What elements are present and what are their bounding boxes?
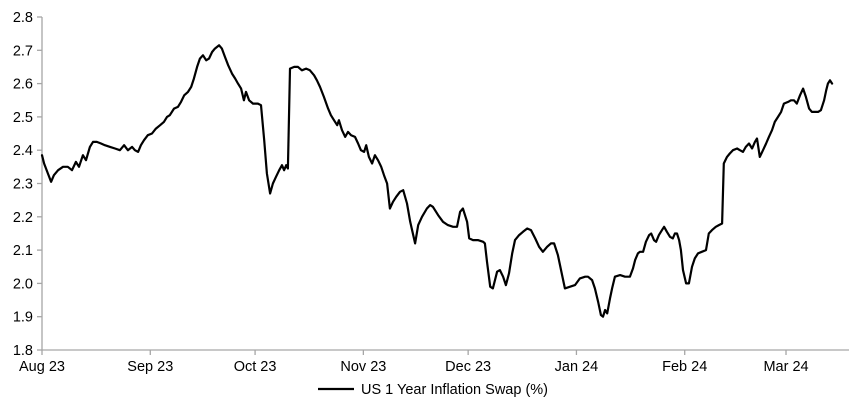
axes: 1.8 1.9 2.0 2.1 2.2 2.3 2.4 2.5 2.6 2.7 2.8 Aug 23 S… (13, 10, 849, 375)
y-tick-label: 1.8 (13, 343, 33, 359)
x-tick-label: Mar 24 (763, 359, 808, 375)
y-tick-label: 2.5 (13, 110, 33, 126)
y-tick-label: 2.3 (13, 177, 33, 193)
y-tick-label: 2.4 (13, 143, 33, 159)
y-tick-label: 2.7 (13, 43, 33, 59)
x-tick-label: Nov 23 (340, 359, 386, 375)
y-tick-label: 2.1 (13, 243, 33, 259)
x-tick-label: Jan 24 (555, 359, 599, 375)
series-line (40, 44, 834, 318)
x-tick-label: Aug 23 (19, 359, 65, 375)
series-layer (40, 44, 834, 318)
legend: US 1 Year Inflation Swap (%) (318, 382, 548, 398)
x-tick-label: Sep 23 (127, 359, 173, 375)
y-tick-label: 2.0 (13, 276, 33, 292)
legend-label: US 1 Year Inflation Swap (%) (361, 382, 548, 398)
y-tick-label: 2.8 (13, 10, 33, 26)
x-tick-label: Oct 23 (234, 359, 277, 375)
x-tick-label: Dec 23 (445, 359, 491, 375)
y-tick-label: 2.2 (13, 210, 33, 226)
x-tick-label: Feb 24 (662, 359, 707, 375)
y-tick-label: 1.9 (13, 310, 33, 326)
y-tick-label: 2.6 (13, 77, 33, 93)
